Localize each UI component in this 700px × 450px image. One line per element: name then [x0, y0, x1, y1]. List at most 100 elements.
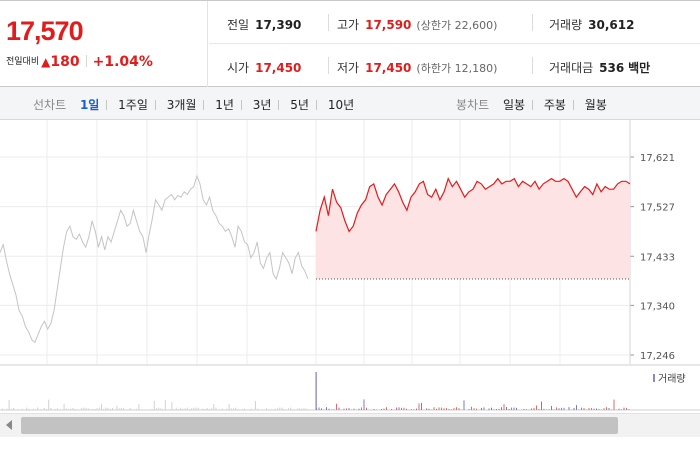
volume-bar — [250, 408, 252, 410]
volume-bar — [343, 408, 345, 410]
volume-bar — [471, 406, 472, 410]
volume-bar — [508, 409, 510, 410]
volume-bar — [426, 408, 427, 410]
volume-bar — [588, 408, 590, 410]
volume-bar — [257, 408, 259, 410]
divider — [328, 57, 329, 74]
candle-chart-periods: 봉차트 일봉 주봉 월봉 — [456, 96, 607, 113]
volume-bar — [451, 409, 452, 410]
volume-legend-swatch — [653, 374, 655, 382]
candle-daily-tab[interactable]: 일봉 — [502, 98, 526, 112]
volume-bar — [68, 409, 69, 410]
change-row: 전일대비 ▲180 +1.04% — [6, 54, 153, 70]
period-1y-tab[interactable]: 1년 — [215, 98, 234, 112]
volume-bar — [285, 409, 287, 410]
volume-bar — [583, 408, 585, 410]
divider — [85, 55, 87, 67]
volume-bar — [326, 407, 327, 410]
volume-bar — [59, 409, 61, 410]
volume-bar — [114, 409, 116, 410]
stats-row-1: 전일 17,390 고가 17,590 (상한가 22,600) 거래량 30,612 — [209, 1, 700, 44]
volume-bar — [87, 408, 89, 410]
volume-bar — [438, 407, 440, 410]
volume-bar — [288, 408, 289, 410]
volume-bar — [305, 408, 307, 410]
volume-bar — [299, 408, 300, 410]
volume-bar — [226, 408, 228, 410]
stat-label: 거래량 — [549, 18, 583, 32]
volume-bar — [28, 408, 30, 410]
line-chart-periods: 선차트 1일 1주일 3개월 1년 3년 5년 10년 — [33, 96, 354, 113]
volume-bar — [118, 408, 120, 410]
volume-bar — [151, 409, 153, 410]
period-10y-tab[interactable]: 10년 — [327, 98, 355, 112]
volume-bar — [112, 408, 113, 410]
volume-bar — [321, 408, 322, 410]
volume-bar — [30, 409, 32, 410]
y-tick-label: 17,340 — [640, 301, 675, 312]
volume-bar — [52, 409, 54, 410]
volume-bar — [551, 405, 552, 410]
volume-bar — [230, 408, 232, 410]
volume-bar — [74, 408, 76, 410]
volume-bar — [481, 407, 482, 410]
volume-bar — [50, 407, 52, 410]
candle-weekly-tab[interactable]: 주봉 — [543, 98, 566, 112]
period-5y-tab[interactable]: 5년 — [290, 98, 309, 112]
volume-bar — [54, 409, 56, 410]
volume-bar — [556, 407, 557, 410]
volume-bar — [37, 407, 39, 410]
line-chart-label: 선차트 — [33, 98, 67, 112]
volume-bar — [601, 409, 602, 410]
period-3m-tab[interactable]: 3개월 — [166, 98, 197, 112]
volume-bar — [538, 409, 540, 410]
volume-bar — [101, 404, 102, 410]
volume-bar — [279, 407, 281, 410]
volume-bar — [83, 407, 85, 410]
volume-bar — [496, 409, 497, 410]
volume-bar — [381, 409, 382, 410]
volume-bar — [396, 407, 397, 410]
volume-bar — [266, 408, 267, 410]
volume-bar — [328, 408, 330, 410]
volume-bar — [591, 408, 592, 410]
stat-value: 17,450 — [365, 61, 412, 75]
volume-bar — [483, 407, 485, 410]
scroll-left-icon[interactable] — [6, 420, 12, 430]
period-1d-tab[interactable]: 1일 — [79, 98, 100, 112]
stat-label: 전일 — [227, 18, 250, 32]
volume-bar — [57, 408, 58, 410]
volume-bar — [358, 408, 360, 410]
volume-bar — [401, 407, 402, 410]
volume-bar — [180, 407, 182, 410]
price-chart[interactable]: 17,621 17,527 17,433 17,340 17,246 거래량 — [0, 120, 700, 413]
period-1w-tab[interactable]: 1주일 — [118, 98, 148, 112]
chart-scrollbar[interactable] — [0, 413, 700, 437]
volume-bar — [283, 409, 285, 410]
period-3y-tab[interactable]: 3년 — [252, 98, 272, 112]
volume-bar — [391, 409, 392, 410]
divider — [532, 14, 533, 31]
volume-bar — [178, 408, 179, 410]
upper-limit-label: 상한가 — [420, 19, 452, 32]
volume-bar — [35, 409, 36, 410]
volume-bar — [621, 409, 622, 410]
volume-bar — [596, 408, 597, 410]
volume-bar — [558, 408, 560, 410]
lower-limit-label: 하한가 — [420, 62, 452, 75]
volume-bar — [116, 405, 118, 410]
change-rate: +1.04% — [92, 54, 153, 70]
volume-bar — [228, 403, 230, 410]
volume-bar — [48, 399, 50, 410]
volume-bar — [543, 408, 545, 410]
candle-monthly-tab[interactable]: 월봉 — [584, 98, 607, 112]
volume-bar — [491, 407, 492, 410]
volume-bar — [184, 408, 186, 410]
volume-bar — [103, 408, 105, 410]
scroll-thumb[interactable] — [21, 417, 618, 434]
volume-bar — [6, 408, 8, 410]
volume-bar — [498, 408, 500, 410]
volume-bar — [441, 407, 442, 410]
volume-bar — [164, 400, 166, 410]
volume-bar — [626, 407, 627, 410]
